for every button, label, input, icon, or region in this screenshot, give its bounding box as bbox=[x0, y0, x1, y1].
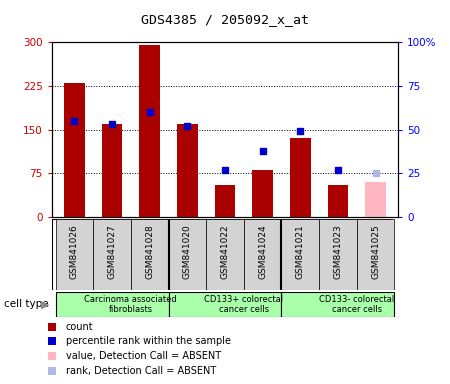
Text: GSM841021: GSM841021 bbox=[296, 225, 305, 279]
Text: GSM841023: GSM841023 bbox=[333, 225, 342, 279]
Text: percentile rank within the sample: percentile rank within the sample bbox=[66, 336, 231, 346]
Text: value, Detection Call = ABSENT: value, Detection Call = ABSENT bbox=[66, 351, 221, 361]
Text: cell type: cell type bbox=[4, 299, 49, 310]
FancyBboxPatch shape bbox=[168, 292, 282, 317]
FancyBboxPatch shape bbox=[282, 292, 395, 317]
FancyBboxPatch shape bbox=[319, 219, 357, 290]
Text: ▶: ▶ bbox=[41, 299, 50, 310]
Bar bbox=[64, 83, 85, 217]
FancyBboxPatch shape bbox=[244, 219, 282, 290]
Bar bbox=[328, 185, 348, 217]
Text: GDS4385 / 205092_x_at: GDS4385 / 205092_x_at bbox=[141, 13, 309, 26]
FancyBboxPatch shape bbox=[131, 219, 168, 290]
Text: Carcinoma associated
fibroblasts: Carcinoma associated fibroblasts bbox=[85, 295, 177, 314]
Text: rank, Detection Call = ABSENT: rank, Detection Call = ABSENT bbox=[66, 366, 216, 376]
FancyBboxPatch shape bbox=[55, 219, 93, 290]
Bar bbox=[252, 170, 273, 217]
FancyBboxPatch shape bbox=[357, 219, 395, 290]
FancyBboxPatch shape bbox=[282, 219, 319, 290]
FancyBboxPatch shape bbox=[206, 219, 244, 290]
Text: GSM841028: GSM841028 bbox=[145, 225, 154, 279]
Bar bbox=[215, 185, 235, 217]
FancyBboxPatch shape bbox=[168, 219, 206, 290]
FancyBboxPatch shape bbox=[55, 292, 168, 317]
FancyBboxPatch shape bbox=[52, 219, 391, 290]
Bar bbox=[140, 45, 160, 217]
Text: CD133+ colorectal
cancer cells: CD133+ colorectal cancer cells bbox=[204, 295, 284, 314]
Bar bbox=[290, 138, 310, 217]
Text: GSM841022: GSM841022 bbox=[220, 225, 230, 279]
Text: GSM841020: GSM841020 bbox=[183, 225, 192, 279]
Text: GSM841027: GSM841027 bbox=[108, 225, 117, 279]
Bar bbox=[102, 124, 122, 217]
Text: GSM841026: GSM841026 bbox=[70, 225, 79, 279]
Text: count: count bbox=[66, 321, 94, 332]
Bar bbox=[177, 124, 198, 217]
Text: CD133- colorectal
cancer cells: CD133- colorectal cancer cells bbox=[319, 295, 395, 314]
Text: GSM841024: GSM841024 bbox=[258, 225, 267, 279]
Text: GSM841025: GSM841025 bbox=[371, 225, 380, 279]
FancyBboxPatch shape bbox=[93, 219, 131, 290]
Bar bbox=[365, 182, 386, 217]
